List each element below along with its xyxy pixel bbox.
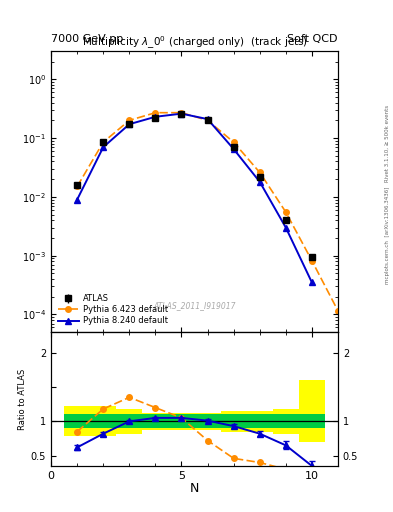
Text: Rivet 3.1.10, ≥ 500k events: Rivet 3.1.10, ≥ 500k events [385,105,390,182]
X-axis label: N: N [190,482,199,495]
Title: Multiplicity $\lambda\_0^0$ (charged only)  (track jets): Multiplicity $\lambda\_0^0$ (charged onl… [81,35,308,51]
Text: 7000 GeV pp: 7000 GeV pp [51,33,123,44]
Pythia 8.240 default [153,114,158,120]
Pythia 8.240 default [179,111,184,117]
Pythia 8.240 default [257,179,262,185]
Line: Pythia 6.423 default: Pythia 6.423 default [74,110,341,314]
Pythia 8.240 default [310,280,314,286]
Pythia 6.423 default [336,308,340,314]
Pythia 6.423 default [179,110,184,116]
Y-axis label: Ratio to ATLAS: Ratio to ATLAS [18,369,27,430]
Pythia 6.423 default [101,139,106,145]
Pythia 8.240 default [127,121,132,127]
Pythia 8.240 default [231,146,236,152]
Pythia 6.423 default [127,117,132,123]
Text: Soft QCD: Soft QCD [288,33,338,44]
Pythia 6.423 default [153,110,158,116]
Pythia 8.240 default [101,144,106,150]
Pythia 6.423 default [75,183,79,189]
Text: ATLAS_2011_I919017: ATLAS_2011_I919017 [153,301,236,310]
Pythia 6.423 default [283,209,288,215]
Pythia 6.423 default [205,117,210,123]
Pythia 8.240 default [205,116,210,122]
Line: Pythia 8.240 default: Pythia 8.240 default [74,111,315,285]
Pythia 8.240 default [75,197,79,203]
Legend: ATLAS, Pythia 6.423 default, Pythia 8.240 default: ATLAS, Pythia 6.423 default, Pythia 8.24… [55,292,171,328]
Pythia 6.423 default [231,139,236,145]
Pythia 6.423 default [310,258,314,264]
Text: mcplots.cern.ch  [arXiv:1306.3436]: mcplots.cern.ch [arXiv:1306.3436] [385,187,390,284]
Pythia 6.423 default [257,169,262,176]
Pythia 8.240 default [283,225,288,231]
